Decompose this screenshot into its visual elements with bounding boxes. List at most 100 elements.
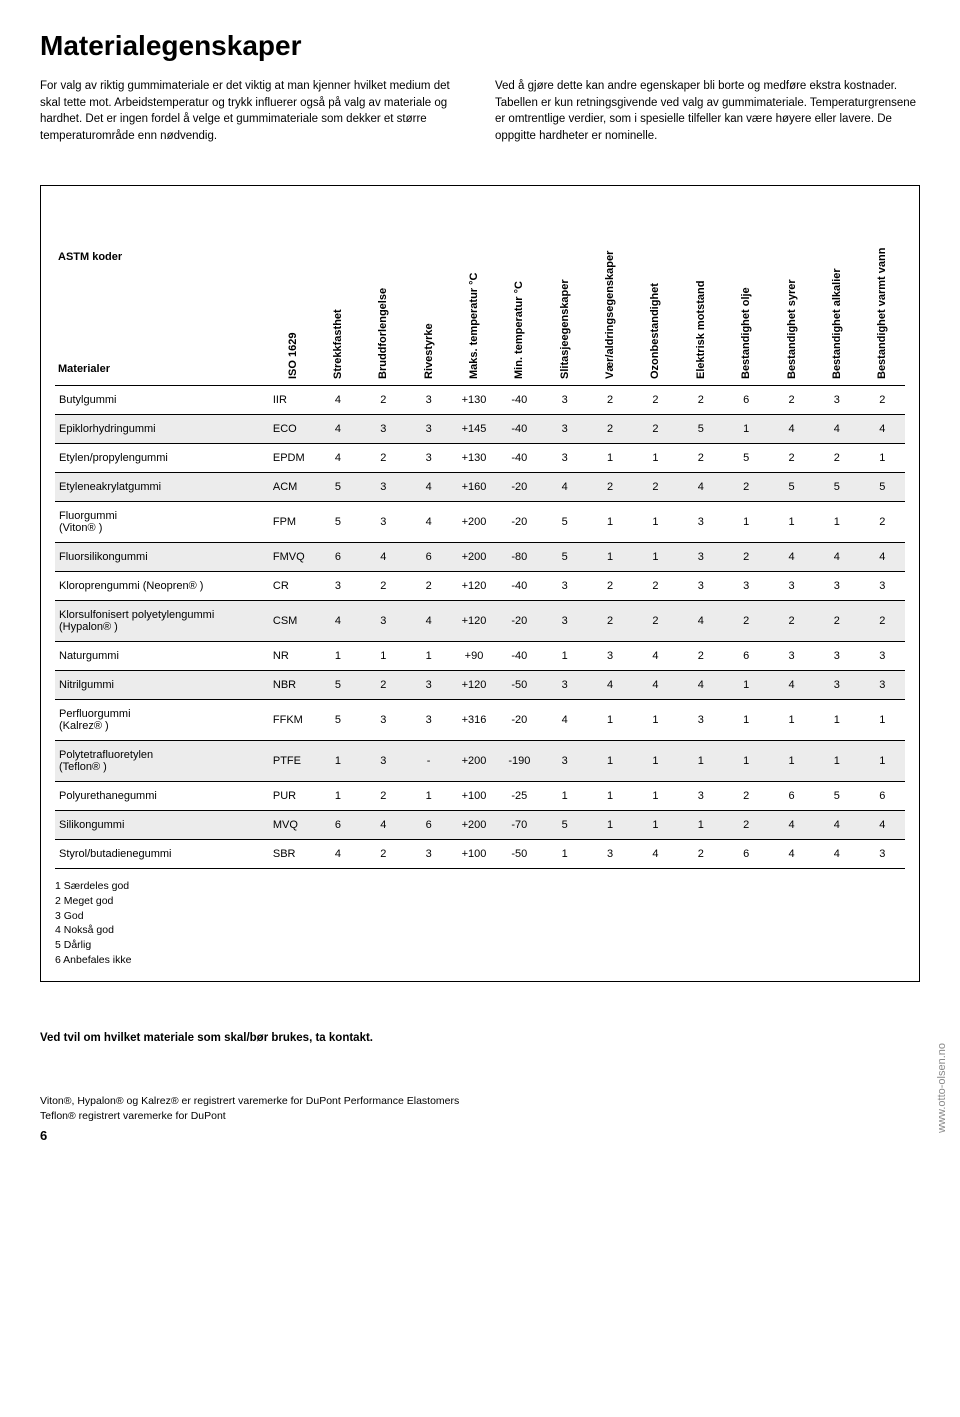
cell-value: 2 bbox=[587, 386, 632, 415]
cell-value: 3 bbox=[361, 601, 406, 642]
col-maks: Maks. temperatur °C bbox=[451, 206, 496, 386]
cell-value: 2 bbox=[587, 601, 632, 642]
cell-value: 2 bbox=[678, 840, 723, 869]
cell-value: 1 bbox=[860, 741, 905, 782]
cell-value: 1 bbox=[633, 782, 678, 811]
cell-value: 1 bbox=[814, 741, 859, 782]
cell-value: 4 bbox=[315, 386, 360, 415]
cell-value: 2 bbox=[587, 473, 632, 502]
cell-value: 1 bbox=[315, 741, 360, 782]
legend-line: 2 Meget god bbox=[55, 894, 905, 909]
page: Materialegenskaper For valg av riktig gu… bbox=[0, 0, 960, 1163]
cell-value: 5 bbox=[542, 502, 587, 543]
cell-value: 1 bbox=[723, 700, 768, 741]
table-row: PolyurethanegummiPUR121+100-2511132656 bbox=[55, 782, 905, 811]
cell-value: 4 bbox=[769, 543, 814, 572]
cell-value: 3 bbox=[678, 502, 723, 543]
table-row: NaturgummiNR111+90-4013426333 bbox=[55, 642, 905, 671]
cell-value: 3 bbox=[542, 386, 587, 415]
cell-value: 4 bbox=[633, 642, 678, 671]
col-rive: Rivestyrke bbox=[406, 206, 451, 386]
cell-value: -40 bbox=[497, 386, 542, 415]
cell-value: +120 bbox=[451, 572, 496, 601]
cell-value: - bbox=[406, 741, 451, 782]
cell-value: +145 bbox=[451, 415, 496, 444]
cell-value: 1 bbox=[315, 782, 360, 811]
cell-iso: NR bbox=[270, 642, 315, 671]
cell-value: 3 bbox=[723, 572, 768, 601]
cell-value: 3 bbox=[587, 840, 632, 869]
cell-value: 3 bbox=[361, 502, 406, 543]
table-row: SilikongummiMVQ646+200-7051112444 bbox=[55, 811, 905, 840]
cell-value: 3 bbox=[678, 700, 723, 741]
cell-value: 1 bbox=[406, 642, 451, 671]
cell-material: Nitrilgummi bbox=[55, 671, 270, 700]
cell-value: 4 bbox=[633, 840, 678, 869]
cell-value: 2 bbox=[361, 572, 406, 601]
cell-value: 3 bbox=[678, 543, 723, 572]
cell-value: 4 bbox=[769, 811, 814, 840]
cell-value: 2 bbox=[769, 601, 814, 642]
page-number: 6 bbox=[40, 1128, 920, 1143]
trademark-block: Viton®, Hypalon® og Kalrez® er registrer… bbox=[40, 1094, 920, 1123]
cell-value: 3 bbox=[406, 444, 451, 473]
cell-value: -40 bbox=[497, 572, 542, 601]
cell-value: 3 bbox=[678, 782, 723, 811]
cell-value: 4 bbox=[315, 415, 360, 444]
cell-iso: MVQ bbox=[270, 811, 315, 840]
table-row: EtyleneakrylatgummiACM534+160-2042242555 bbox=[55, 473, 905, 502]
material-table: ASTM koder Materialer ISO 1629 Strekkfas… bbox=[55, 206, 905, 870]
cell-value: 3 bbox=[542, 444, 587, 473]
cell-value: 3 bbox=[542, 601, 587, 642]
cell-value: 5 bbox=[315, 502, 360, 543]
cell-value: 2 bbox=[769, 386, 814, 415]
cell-value: 4 bbox=[860, 543, 905, 572]
cell-iso: SBR bbox=[270, 840, 315, 869]
cell-value: +316 bbox=[451, 700, 496, 741]
cell-value: 3 bbox=[542, 741, 587, 782]
col-vaer: Vær/aldringsegenskaper bbox=[587, 206, 632, 386]
cell-value: 1 bbox=[633, 502, 678, 543]
cell-value: 6 bbox=[723, 386, 768, 415]
cell-value: 3 bbox=[361, 700, 406, 741]
cell-value: 2 bbox=[361, 444, 406, 473]
cell-value: 6 bbox=[723, 642, 768, 671]
cell-value: 2 bbox=[814, 601, 859, 642]
cell-value: +160 bbox=[451, 473, 496, 502]
col-min: Min. temperatur °C bbox=[497, 206, 542, 386]
cell-material: Fluorgummi (Viton® ) bbox=[55, 502, 270, 543]
table-header-row: ASTM koder Materialer ISO 1629 Strekkfas… bbox=[55, 206, 905, 386]
cell-value: -20 bbox=[497, 700, 542, 741]
cell-value: 2 bbox=[633, 473, 678, 502]
cell-value: 4 bbox=[769, 415, 814, 444]
cell-value: 3 bbox=[542, 671, 587, 700]
cell-value: 3 bbox=[587, 642, 632, 671]
cell-value: 2 bbox=[678, 642, 723, 671]
cell-value: 4 bbox=[814, 811, 859, 840]
cell-value: 2 bbox=[633, 386, 678, 415]
cell-material: Styrol/butadienegummi bbox=[55, 840, 270, 869]
cell-material: Kloroprengummi (Neopren® ) bbox=[55, 572, 270, 601]
cell-value: 2 bbox=[633, 572, 678, 601]
cell-value: 2 bbox=[361, 840, 406, 869]
legend-line: 6 Anbefales ikke bbox=[55, 953, 905, 968]
intro-col-2: Ved å gjøre dette kan andre egenskaper b… bbox=[495, 78, 920, 145]
cell-value: 1 bbox=[587, 811, 632, 840]
cell-value: 5 bbox=[315, 473, 360, 502]
cell-value: 1 bbox=[723, 741, 768, 782]
cell-value: 1 bbox=[633, 444, 678, 473]
col-elek: Elektrisk motstand bbox=[678, 206, 723, 386]
table-row: NitrilgummiNBR523+120-5034441433 bbox=[55, 671, 905, 700]
legend-line: 5 Dårlig bbox=[55, 938, 905, 953]
cell-value: 5 bbox=[678, 415, 723, 444]
cell-value: +130 bbox=[451, 444, 496, 473]
cell-material: Naturgummi bbox=[55, 642, 270, 671]
cell-value: 4 bbox=[361, 811, 406, 840]
cell-value: 6 bbox=[406, 543, 451, 572]
cell-value: 2 bbox=[406, 572, 451, 601]
cell-value: +200 bbox=[451, 502, 496, 543]
materials-label: Materialer bbox=[58, 363, 267, 375]
cell-value: 3 bbox=[814, 386, 859, 415]
cell-value: 3 bbox=[406, 386, 451, 415]
cell-value: 2 bbox=[723, 473, 768, 502]
